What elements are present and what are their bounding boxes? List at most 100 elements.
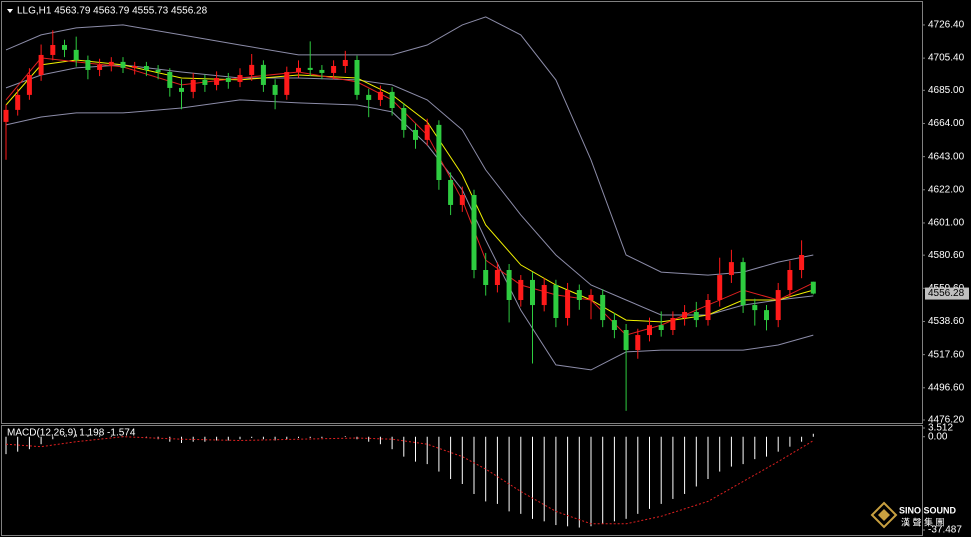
candle-body (331, 66, 337, 73)
candle-body (658, 325, 664, 330)
y-tick-label: 4622.00 (928, 184, 965, 195)
y-tick-label: 0.00 (928, 431, 948, 442)
indicator-line (5, 64, 814, 316)
candle-body (728, 262, 734, 276)
candle-body (413, 129, 418, 140)
candle-body (693, 312, 699, 321)
candle-body (377, 91, 383, 100)
candle-body (97, 64, 103, 70)
candle-body (389, 91, 395, 108)
candle-body (73, 49, 79, 60)
candle-body (354, 60, 360, 95)
candle-body (775, 290, 781, 321)
y-tick-label: 3.512 (928, 423, 953, 434)
current-price-label: 4556.28 (928, 288, 965, 299)
candle-body (670, 318, 676, 330)
candle-body (319, 69, 325, 73)
candle-body (600, 294, 606, 321)
candle-body (3, 109, 9, 122)
logo-core (878, 509, 890, 521)
candle-body (459, 195, 465, 205)
candle-body (284, 72, 290, 95)
candle-body (787, 270, 793, 291)
candle-body (38, 54, 44, 75)
y-tick-label: 4601.00 (928, 218, 965, 229)
candle-body (120, 61, 126, 68)
y-tick-label: 4705.40 (928, 53, 965, 64)
candle-body (342, 60, 348, 66)
candle-body (202, 79, 208, 85)
candle-body (15, 94, 21, 110)
candle-body (740, 262, 746, 306)
y-tick-label: 4496.60 (928, 382, 965, 393)
candle-body (553, 285, 559, 318)
y-tick-label: 4643.00 (928, 151, 965, 162)
candle-body (260, 64, 266, 85)
candle-body (436, 124, 442, 180)
candle-body (62, 45, 67, 50)
title-arrow (7, 9, 13, 13)
candle-body (366, 94, 372, 100)
candle-body (85, 60, 91, 70)
candle-body (424, 124, 430, 140)
candle-body (588, 294, 594, 300)
candle-body (518, 279, 524, 300)
candle-body (717, 275, 723, 300)
price-panel-frame (1, 1, 923, 424)
candle-body (471, 195, 477, 270)
candle-body (108, 61, 114, 65)
watermark-subtitle: 漢 聲 集 團 (901, 516, 945, 527)
candle-body (272, 84, 278, 95)
candle-body (705, 300, 711, 321)
candle-body (647, 325, 652, 336)
candle-body (132, 66, 138, 68)
indicator-line (5, 59, 814, 323)
candle-body (401, 108, 407, 130)
candle-body (635, 335, 641, 351)
candle-body (494, 270, 500, 285)
candle-body (190, 79, 196, 92)
candle-body (541, 285, 547, 306)
indicator-line (5, 436, 814, 525)
candle-body (155, 69, 161, 72)
candle-body (483, 270, 489, 285)
y-tick-label: 4664.00 (928, 118, 965, 129)
candle-body (50, 45, 56, 55)
candle-body (506, 270, 512, 300)
candle-body (682, 312, 688, 318)
candle-body (249, 64, 255, 75)
candle-body (530, 279, 535, 306)
candle-body (810, 281, 816, 294)
candle-body (296, 67, 301, 72)
logo (870, 501, 898, 529)
macd-panel-frame (1, 425, 923, 536)
candle-body (143, 66, 149, 70)
candle-body (307, 67, 313, 70)
candle-body (764, 310, 769, 321)
candle-body (565, 290, 571, 318)
candle-body (237, 75, 243, 82)
candle-body (26, 75, 32, 95)
candle-body (623, 330, 629, 351)
macd-title: MACD(12,26,9) 1.198 -1.574 (7, 428, 136, 439)
y-tick-label: -37.487 (928, 525, 962, 536)
watermark-name: SINO SOUND (899, 505, 957, 515)
candle-body (799, 255, 805, 270)
y-tick-label: 4726.40 (928, 20, 965, 31)
candle-body (214, 78, 220, 85)
candle-body (167, 72, 173, 88)
y-tick-label: 4517.60 (928, 349, 965, 360)
candle-body (752, 305, 758, 311)
candle-body (448, 180, 454, 205)
chart-title: LLG,H1 4563.79 4563.79 4555.73 4556.28 (17, 6, 208, 17)
y-tick-label: 4538.60 (928, 316, 965, 327)
candle-body (611, 320, 617, 330)
candle-body (179, 87, 184, 92)
y-tick-label: 4476.20 (928, 415, 965, 426)
watermark: SINO SOUND 漢 聲 集 團 (870, 501, 957, 529)
y-tick-label: 4685.00 (928, 85, 965, 96)
candle-body (225, 78, 231, 82)
indicator-line (5, 16, 814, 276)
